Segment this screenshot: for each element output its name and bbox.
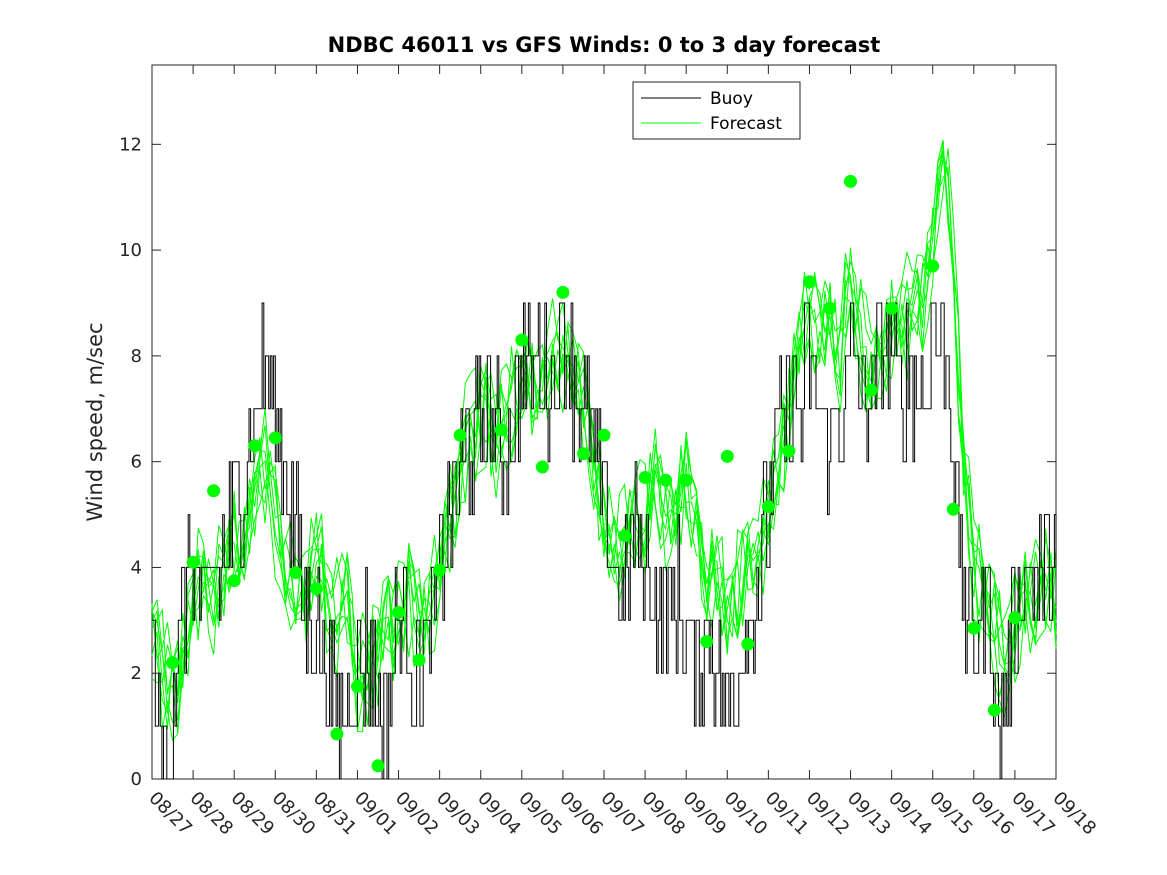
forecast-marker xyxy=(556,285,570,299)
y-tick-label: 10 xyxy=(119,240,142,261)
forecast-marker xyxy=(289,566,303,580)
forecast-marker xyxy=(392,605,405,619)
y-tick-label: 2 xyxy=(131,663,142,684)
forecast-marker xyxy=(618,529,631,543)
legend-box xyxy=(632,81,801,140)
y-tick-label: 12 xyxy=(119,134,142,155)
forecast-marker xyxy=(1008,611,1022,625)
y-tick-label: 8 xyxy=(131,346,142,367)
forecast-marker xyxy=(946,502,960,516)
forecast-marker xyxy=(864,383,878,397)
forecast-marker xyxy=(761,500,775,514)
forecast-marker xyxy=(577,447,590,461)
forecast-marker xyxy=(207,484,221,498)
forecast-line xyxy=(151,149,1057,729)
forecast-marker xyxy=(227,574,241,588)
forecast-marker xyxy=(412,653,426,667)
forecast-marker xyxy=(967,621,981,635)
forecast-marker xyxy=(166,656,179,670)
forecast-marker xyxy=(679,473,693,487)
forecast-marker xyxy=(741,637,755,651)
forecast-marker xyxy=(987,703,1001,717)
y-tick-label: 6 xyxy=(131,452,142,473)
legend-label-buoy: Buoy xyxy=(710,89,753,109)
forecast-marker xyxy=(186,555,200,569)
axes-box xyxy=(151,64,1057,780)
forecast-marker xyxy=(371,759,385,773)
forecast-marker xyxy=(885,301,899,315)
forecast-marker xyxy=(720,449,734,463)
forecast-marker xyxy=(330,727,344,741)
forecast-line xyxy=(151,150,1057,730)
y-tick-label: 0 xyxy=(131,769,142,790)
buoy-line-group xyxy=(152,302,1057,780)
forecast-marker xyxy=(597,428,611,442)
forecast-marker xyxy=(515,333,529,347)
forecast-marker xyxy=(433,563,447,577)
forecast-marker xyxy=(803,275,816,289)
y-tick-label: 4 xyxy=(131,557,142,578)
buoy-line xyxy=(152,302,1057,780)
forecast-marker xyxy=(351,679,364,693)
forecast-marker xyxy=(700,635,714,648)
forecast-line xyxy=(151,140,1057,726)
forecast-marker xyxy=(844,174,857,188)
forecast-marker xyxy=(453,428,467,442)
forecast-marker xyxy=(535,460,549,474)
forecast-marker xyxy=(268,431,282,445)
forecast-marker xyxy=(926,259,940,273)
y-axis-label: Wind speed, m/sec xyxy=(83,322,107,521)
forecast-marker xyxy=(823,301,837,315)
forecast-marker xyxy=(248,439,262,453)
y-axis-ticks: 0 2 4 6 8 10 12 xyxy=(119,134,1056,790)
forecast-marker xyxy=(309,582,323,596)
forecast-marker xyxy=(659,473,673,487)
forecast-lines xyxy=(151,139,1057,742)
legend-label-forecast: Forecast xyxy=(710,114,782,134)
forecast-marker xyxy=(638,471,652,484)
legend: Buoy Forecast xyxy=(632,81,801,140)
forecast-marker xyxy=(782,444,796,458)
forecast-markers xyxy=(166,174,1022,773)
chart-title: NDBC 46011 vs GFS Winds: 0 to 3 day fore… xyxy=(328,33,881,57)
forecast-marker xyxy=(494,423,508,437)
